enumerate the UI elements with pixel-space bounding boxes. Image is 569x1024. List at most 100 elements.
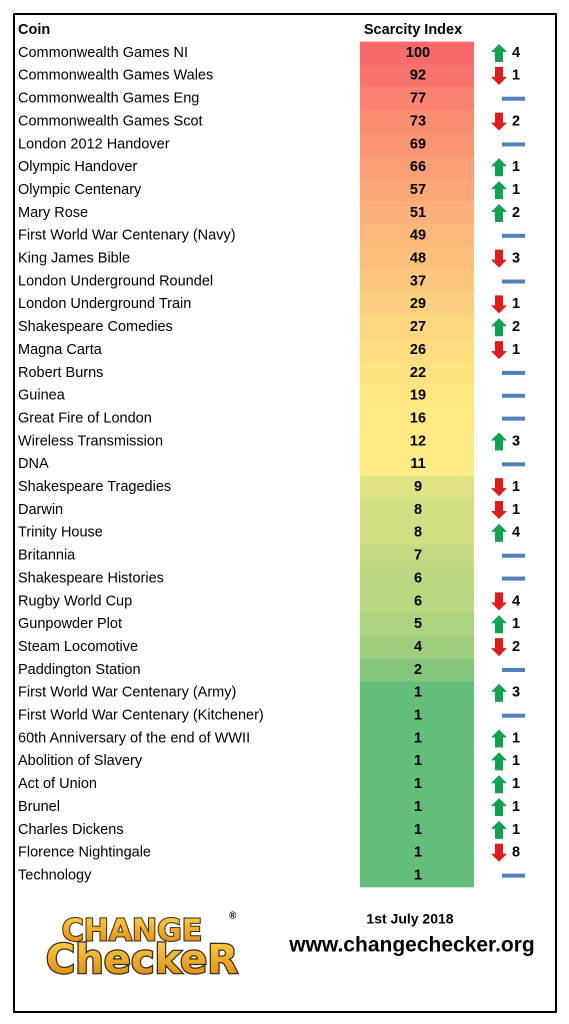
index-cell	[360, 178, 474, 202]
up-arrow	[491, 820, 507, 839]
no-change-dash	[502, 873, 525, 878]
index-cell	[360, 475, 474, 499]
index-cell	[360, 247, 474, 271]
scarcity-index: 1	[414, 799, 422, 815]
scarcity-index: 7	[414, 548, 422, 564]
change: 2	[512, 113, 520, 129]
no-change-dash	[502, 462, 525, 467]
scarcity-index: 1	[414, 845, 422, 861]
up-arrow	[491, 752, 507, 771]
index-cell	[360, 590, 474, 614]
scarcity-index: 11	[410, 456, 425, 472]
index-cell	[360, 841, 474, 865]
scarcity-index: 92	[410, 68, 426, 84]
change: 1	[512, 730, 520, 746]
coin-header: Coin	[18, 22, 50, 38]
change: 3	[512, 433, 520, 449]
scarcity-index: 8	[414, 502, 422, 518]
url: www.changechecker.org	[288, 934, 534, 957]
coin-name: Florence Nightingale	[18, 845, 151, 861]
coin-name: Mary Rose	[18, 205, 88, 221]
scarcity-index: 1	[414, 822, 422, 838]
coin-name: Steam Locomotive	[18, 639, 138, 655]
index-cell	[360, 407, 474, 431]
scarcity-index: 37	[410, 273, 426, 289]
coin-name: Shakespeare Histories	[18, 570, 164, 586]
down-arrow	[491, 592, 507, 611]
coin-name: Commonwealth Games Eng	[18, 91, 199, 107]
index-cell	[360, 201, 474, 225]
change: 3	[512, 685, 520, 701]
coin-name: First World War Centenary (Kitchener)	[18, 708, 264, 724]
up-arrow	[491, 158, 507, 177]
scarcity-index: 77	[410, 91, 426, 107]
coin-name: Darwin	[18, 502, 63, 518]
coin-name: First World War Centenary (Army)	[18, 685, 236, 701]
no-change-dash	[502, 393, 525, 398]
index-cell	[360, 292, 474, 317]
frame	[13, 13, 557, 1013]
coin-name: 60th Anniversary of the end of WWII	[18, 730, 250, 746]
change: 1	[512, 296, 520, 312]
coin-name: Charles Dickens	[18, 822, 124, 838]
index-cell	[360, 521, 474, 545]
scarcity-index: 1	[414, 685, 422, 701]
coin-name: Gunpowder Plot	[18, 616, 122, 632]
down-arrow	[491, 341, 507, 360]
change: 1	[512, 776, 520, 792]
coin-name: Commonwealth Games Wales	[18, 68, 213, 84]
scarcity-index: 51	[410, 205, 426, 221]
scarcity-index: 19	[410, 388, 426, 404]
index-cell	[360, 110, 474, 134]
down-arrow	[491, 478, 507, 497]
change: 1	[512, 68, 520, 84]
index-cell	[360, 270, 474, 294]
scarcity-index: 66	[410, 159, 426, 175]
coin-name: King James Bible	[18, 251, 130, 267]
scarcity-index: 1	[414, 753, 422, 769]
no-change-dash	[502, 142, 525, 147]
change: 1	[512, 502, 520, 518]
down-arrow	[491, 501, 507, 520]
scarcity-index: 2	[414, 662, 422, 678]
change: 1	[512, 342, 520, 358]
down-arrow	[491, 66, 507, 85]
index-cell	[360, 635, 474, 659]
scarcity-index: 8	[414, 525, 422, 541]
up-arrow	[491, 798, 507, 817]
coin-name: Wireless Transmission	[18, 433, 163, 449]
index-cell	[360, 772, 474, 796]
index-header: Scarcity Index	[364, 22, 462, 38]
up-arrow	[491, 44, 507, 63]
index-cell	[360, 795, 474, 819]
change: 1	[512, 799, 520, 815]
scarcity-index: 22	[410, 365, 426, 381]
change: 1	[512, 616, 520, 632]
scarcity-index: 26	[410, 342, 426, 358]
coin-name: First World War Centenary (Navy)	[18, 228, 236, 244]
logo-mark: ®	[229, 911, 237, 922]
index-cell	[360, 704, 474, 728]
index-cell	[360, 658, 474, 682]
scarcity-index: 12	[410, 433, 426, 449]
index-cell	[360, 41, 474, 65]
change: 4	[512, 45, 520, 61]
coin-name: Paddington Station	[18, 662, 141, 678]
coin-name: Shakespeare Comedies	[18, 319, 173, 335]
change: 2	[512, 205, 520, 221]
logo-bottom: CheckeR	[46, 937, 238, 983]
change: 1	[512, 753, 520, 769]
down-arrow	[491, 295, 507, 314]
coin-name: London Underground Train	[18, 296, 191, 312]
up-arrow	[491, 432, 507, 451]
coin-name: Rugby World Cup	[18, 593, 132, 609]
change: 2	[512, 319, 520, 335]
no-change-dash	[502, 233, 525, 238]
coin-name: Commonwealth Games Scot	[18, 113, 203, 129]
index-cell	[360, 452, 474, 477]
no-change-dash	[502, 370, 525, 375]
scarcity-index: 73	[410, 113, 426, 129]
logo: CHANGE ® CheckeR	[45, 911, 240, 985]
change: 1	[512, 182, 520, 198]
index-cell	[360, 155, 474, 179]
